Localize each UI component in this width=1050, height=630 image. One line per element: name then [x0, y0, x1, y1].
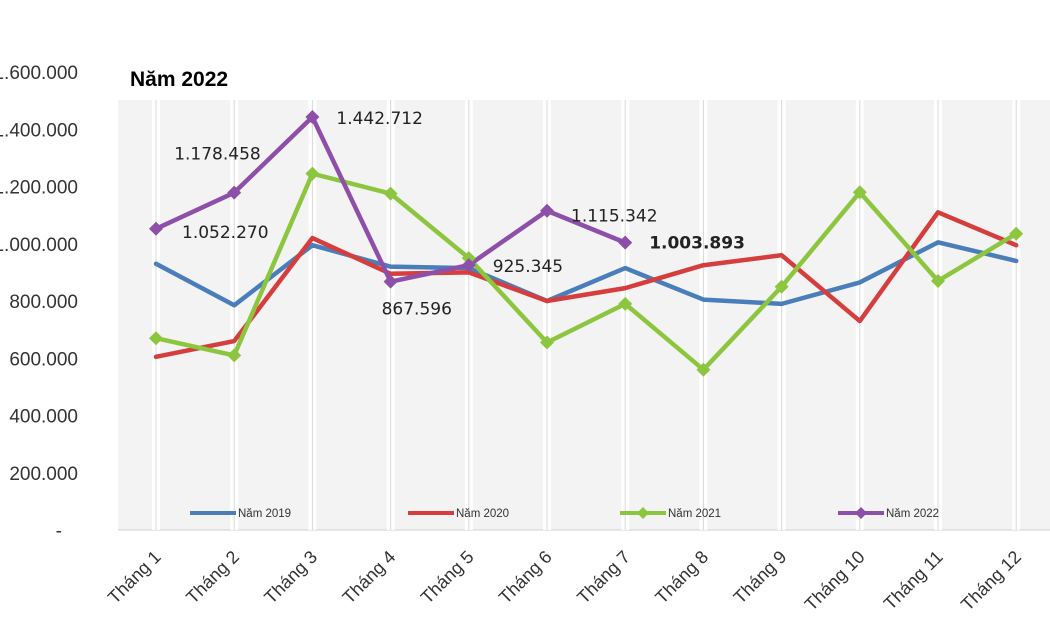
data-point-nam-2022: [149, 221, 163, 236]
data-point-nam-2021: [618, 296, 633, 311]
data-label: 1.115.342: [571, 207, 658, 227]
legend-item-nam-2021: Năm 2021: [620, 507, 721, 520]
legend-label: Năm 2022: [886, 508, 939, 520]
series-markers: [149, 110, 1024, 377]
data-point-nam-2021: [227, 348, 242, 363]
legend-marker: [855, 507, 867, 519]
data-point-nam-2022: [383, 274, 398, 289]
data-labels: 1.052.270 1.178.458 1.442.712 867.596 925.34…: [174, 109, 745, 320]
x-tick-label: Tháng 2: [182, 547, 243, 608]
y-tick-label: 200.000: [9, 464, 78, 485]
y-tick-label: 1.000.000: [0, 235, 78, 256]
data-point-nam-2021: [696, 362, 711, 377]
x-tick-label: Tháng 9: [730, 547, 791, 608]
chart-title: Năm 2022: [130, 68, 228, 91]
data-point-nam-2021: [540, 335, 554, 350]
legend: Năm 2019 Năm 2020 Năm 2021 Năm 2022: [190, 507, 939, 520]
vertical-gridlines: [118, 100, 1050, 531]
x-tick-label: Tháng 3: [260, 547, 321, 608]
y-tick-label: 600.000: [9, 349, 78, 370]
data-point-nam-2022: [305, 110, 320, 125]
y-tick-label: -: [56, 521, 62, 542]
data-label: 1.003.893: [649, 234, 745, 254]
x-tick-label: Tháng 6: [495, 547, 556, 608]
legend-item-nam-2022: Năm 2022: [838, 507, 939, 520]
x-tick-label: Tháng 11: [880, 547, 947, 614]
legend-item-nam-2020: Năm 2020: [408, 508, 509, 520]
x-tick-label: Tháng 4: [339, 547, 400, 608]
data-point-nam-2021: [774, 279, 789, 294]
data-label: 867.596: [382, 300, 452, 320]
x-axis-ticks: Tháng 1 Tháng 2 Tháng 3 Tháng 4 Tháng 5 Tháng…: [104, 547, 1025, 615]
x-tick-label: Tháng 5: [417, 547, 478, 608]
data-point-nam-2022: [540, 203, 554, 218]
data-point-nam-2021: [305, 166, 320, 181]
data-label: 1.442.712: [336, 109, 423, 129]
data-point-nam-2022: [461, 258, 476, 273]
data-point-nam-2021: [461, 251, 476, 266]
x-tick-label: Tháng 10: [801, 547, 869, 615]
x-tick-label: Tháng 8: [651, 547, 712, 608]
legend-label: Năm 2020: [456, 508, 509, 520]
data-point-nam-2022: [227, 185, 242, 200]
x-tick-label: Tháng 12: [957, 547, 1025, 615]
data-point-nam-2022: [618, 235, 633, 250]
y-tick-label: 400.000: [9, 407, 78, 428]
x-tick-label: Tháng 1: [104, 547, 165, 608]
data-point-nam-2021: [149, 331, 163, 346]
plot-area: [118, 100, 1050, 530]
data-label: 925.345: [493, 257, 563, 277]
data-point-nam-2021: [383, 186, 398, 201]
data-point-nam-2021: [1009, 226, 1024, 241]
data-point-nam-2021: [852, 185, 867, 200]
y-tick-label: 1.400.000: [0, 120, 78, 141]
legend-item-nam-2019: Năm 2019: [190, 508, 291, 520]
x-tick-label: Tháng 7: [573, 547, 634, 608]
series-line-nam-2020: [153, 210, 1019, 360]
legend-label: Năm 2021: [668, 508, 721, 520]
y-axis-ticks: - 200.000 400.000 600.000 800.000 1.000.000 1.…: [0, 63, 78, 542]
data-label: 1.178.458: [174, 145, 261, 165]
data-label: 1.052.270: [182, 223, 269, 243]
legend-label: Năm 2019: [238, 508, 291, 520]
y-tick-label: 800.000: [9, 292, 78, 313]
legend-marker: [637, 507, 649, 519]
y-tick-label: 1.200.000: [0, 178, 78, 199]
series-line-nam-2021: [153, 171, 1019, 372]
y-tick-label: 1.600.000: [0, 63, 78, 84]
data-point-nam-2021: [931, 273, 945, 288]
